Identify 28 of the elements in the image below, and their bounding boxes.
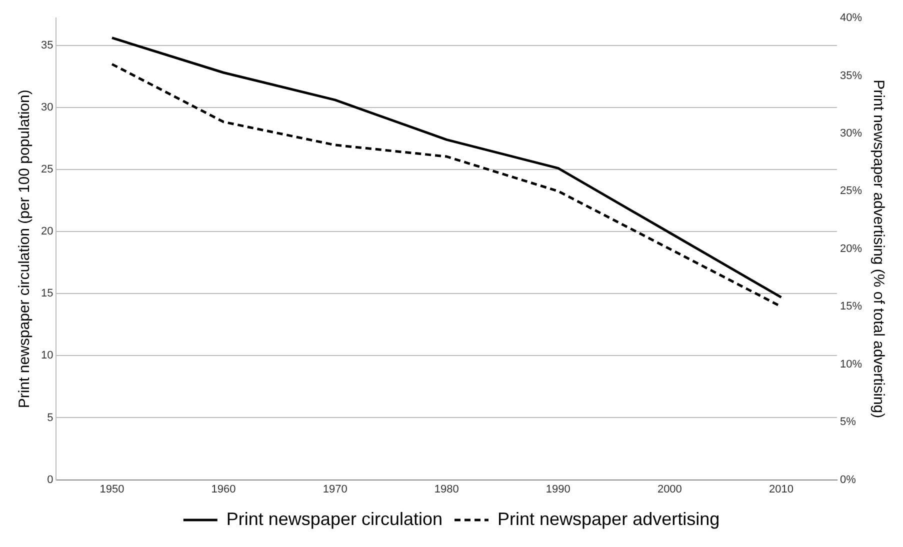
y2-tick-label: 35% (840, 70, 862, 82)
x-tick-label: 2010 (768, 483, 794, 496)
y2-tick-label: 10% (840, 358, 862, 370)
y2-tick-label: 30% (840, 127, 862, 140)
x-tick-label: 1990 (546, 483, 570, 496)
y-axis-title: Print newspaper circulation (per 100 population) (16, 90, 34, 408)
y-tick-label: 10 (40, 350, 54, 362)
x-tick-label: 1980 (434, 483, 459, 496)
x-tick-label: 2000 (657, 483, 682, 496)
y2-tick-label: 20% (840, 242, 862, 255)
y-tick-label: 20 (40, 226, 54, 238)
y-tick-label: 0 (47, 474, 54, 486)
y-tick-label: 30 (40, 101, 54, 114)
y2-tick-label: 15% (840, 300, 862, 313)
y-tick-label: 25 (40, 163, 54, 176)
x-tick-label: 1970 (322, 483, 348, 496)
y2-axis-title: Print newspaper advertising (% of total advertising) (870, 80, 887, 418)
y-tick-label: 35 (40, 39, 54, 52)
y2-tick-label: 0% (840, 474, 856, 486)
y-tick-label: 5 (47, 412, 54, 424)
y2-tick-label: 40% (840, 12, 862, 24)
y2-tick-label: 5% (840, 416, 856, 428)
x-tick-label: 1950 (100, 483, 124, 496)
y-tick-label: 15 (40, 288, 54, 300)
legend-label: Print newspaper advertising (497, 508, 720, 529)
x-tick-label: 1960 (211, 483, 236, 496)
y2-tick-label: 25% (840, 185, 862, 198)
legend-label: Print newspaper circulation (226, 508, 442, 529)
